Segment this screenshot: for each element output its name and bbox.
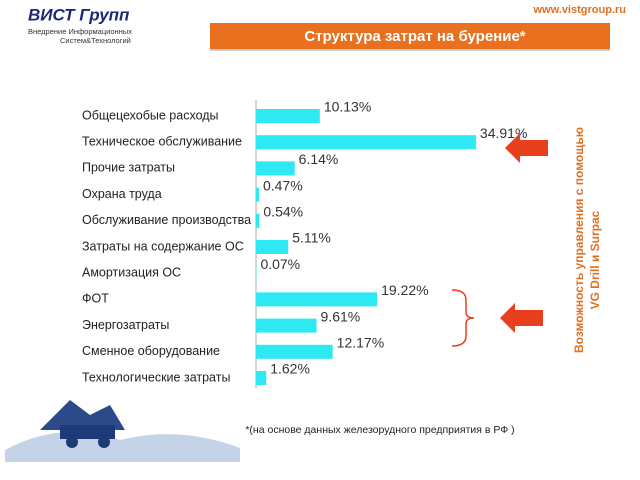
- value-label: 0.54%: [263, 204, 303, 220]
- bar: [256, 109, 320, 123]
- category-label: Энергозатраты: [82, 318, 169, 332]
- footnote: *(на основе данных железорудного предпри…: [245, 424, 514, 436]
- bar: [256, 161, 295, 176]
- value-label: 5.11%: [292, 230, 331, 246]
- category-label: Техническое обслуживание: [82, 134, 242, 148]
- category-label: Охрана труда: [82, 187, 162, 201]
- value-label: 19.22%: [381, 282, 428, 298]
- value-label: 0.47%: [263, 177, 303, 193]
- category-label: Технологические затраты: [82, 370, 230, 384]
- value-label: 10.13%: [324, 99, 371, 115]
- bar: [256, 240, 289, 254]
- mining-illustration: [5, 400, 240, 462]
- value-label: 6.14%: [299, 151, 339, 167]
- value-label: 12.17%: [337, 335, 384, 351]
- bar: [256, 213, 260, 228]
- chart-title: Структура затрат на бурение*: [304, 28, 525, 45]
- category-label: Амортизация ОС: [82, 265, 181, 279]
- category-label: ФОТ: [82, 292, 109, 306]
- value-label: 9.61%: [321, 308, 361, 324]
- tagline: Внедрение Информационных: [28, 27, 132, 36]
- category-label: Обслуживание производства: [82, 213, 251, 227]
- bar: [256, 135, 476, 150]
- side-note: VG Drill и Surpac: [588, 210, 602, 309]
- arrow: [500, 303, 543, 333]
- bar: [256, 344, 333, 359]
- arrow: [505, 133, 548, 163]
- brace: [451, 289, 475, 347]
- value-label: 34.91%: [480, 125, 527, 141]
- side-note: Возможность управления с помощью: [572, 127, 586, 353]
- value-label: 0.07%: [260, 256, 300, 272]
- company: ВИСТ Групп: [28, 5, 130, 24]
- category-label: Затраты на содержание ОС: [82, 239, 244, 253]
- bar: [256, 187, 259, 202]
- bar: [256, 318, 317, 333]
- title-band: [210, 23, 610, 49]
- tagline: Систем&Технологий: [60, 36, 131, 45]
- bar: [256, 371, 267, 385]
- value-label: 1.62%: [270, 361, 310, 377]
- category-label: Общецехобые расходы: [82, 108, 219, 122]
- category-label: Сменное оборудование: [82, 344, 220, 358]
- category-label: Прочие затраты: [82, 161, 175, 175]
- bar: [256, 292, 378, 307]
- url: www.vistgroup.ru: [533, 4, 627, 16]
